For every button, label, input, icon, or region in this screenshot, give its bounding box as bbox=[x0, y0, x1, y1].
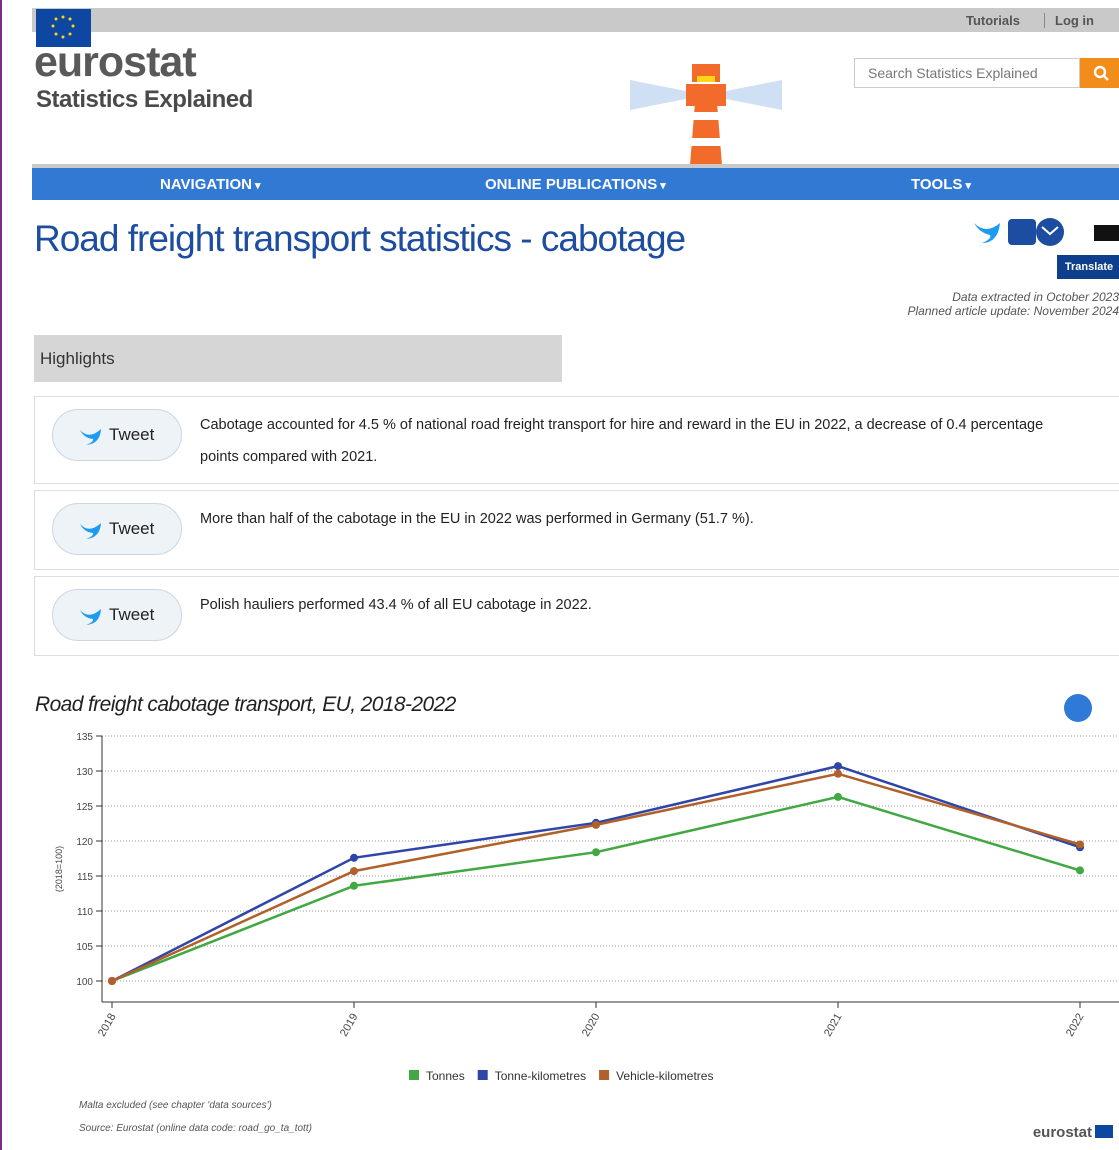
chart-note: Source: Eurostat (online data code: road… bbox=[79, 1123, 312, 1134]
y-tick-label: 130 bbox=[76, 767, 93, 778]
y-tick-label: 105 bbox=[76, 942, 93, 953]
search-input[interactable]: Search Statistics Explained bbox=[854, 58, 1080, 88]
tutorials-link[interactable]: Tutorials bbox=[966, 13, 1020, 28]
x-tick-label: 2018 bbox=[96, 1012, 119, 1039]
meta: Data extracted in October 2023 Planned ar… bbox=[908, 290, 1119, 318]
series-line bbox=[111, 764, 1081, 983]
data-point bbox=[1076, 840, 1084, 849]
article-title: Road freight transport statistics - cabo… bbox=[34, 218, 686, 259]
login-link[interactable]: Log in bbox=[1044, 13, 1094, 28]
chart-footer-logo: eurostat bbox=[1033, 1124, 1092, 1141]
nav-item[interactable]: ONLINE PUBLICATIONS bbox=[485, 176, 666, 193]
highlight-text: More than half of the cabotage in the EU… bbox=[200, 511, 754, 527]
chart-title: Road freight cabotage transport, EU, 201… bbox=[35, 693, 457, 716]
top-bar bbox=[32, 8, 1119, 32]
data-point bbox=[592, 820, 600, 829]
legend-label: Vehicle-kilometres bbox=[616, 1069, 713, 1083]
logo: eurostat bbox=[34, 38, 197, 86]
meta-line: Data extracted in October 2023 bbox=[952, 290, 1119, 304]
series-line bbox=[111, 772, 1081, 983]
tweet-label: Tweet bbox=[109, 425, 155, 444]
legend-swatch bbox=[409, 1070, 419, 1080]
legend-swatch bbox=[477, 1070, 488, 1080]
highlight: Tweet Cabotage accounted for 4.5 % of nat… bbox=[34, 396, 1119, 484]
tweet-label: Tweet bbox=[109, 605, 155, 624]
tweet-button[interactable]: Tweet bbox=[52, 503, 182, 555]
data-point bbox=[592, 848, 600, 857]
y-axis-label: (2018=100) bbox=[54, 846, 64, 892]
chart-footer-flag bbox=[1095, 1125, 1113, 1138]
tweet-button[interactable]: Tweet bbox=[52, 409, 182, 461]
translate-button[interactable]: Translate bbox=[1057, 255, 1119, 279]
tweet-label: Tweet bbox=[109, 519, 155, 538]
data-point bbox=[834, 762, 842, 771]
data-point bbox=[350, 867, 358, 876]
x-tick-label: 2022 bbox=[1064, 1012, 1087, 1039]
data-point bbox=[834, 769, 842, 778]
data-point bbox=[1076, 866, 1084, 875]
nav-item[interactable]: TOOLS bbox=[911, 176, 971, 193]
highlight: Tweet Polish hauliers performed 43.4 % of… bbox=[34, 576, 1119, 656]
legend-swatch bbox=[599, 1070, 610, 1080]
search-button[interactable] bbox=[1080, 58, 1119, 88]
embed-icon[interactable] bbox=[1064, 694, 1092, 722]
x-tick-label: 2021 bbox=[822, 1012, 845, 1039]
y-tick-label: 135 bbox=[76, 732, 93, 743]
data-point bbox=[108, 977, 116, 985]
eu-flag bbox=[36, 9, 91, 47]
data-point bbox=[350, 853, 358, 862]
nav-item[interactable]: NAVIGATION bbox=[160, 176, 261, 193]
data-point bbox=[834, 792, 842, 801]
y-tick-label: 100 bbox=[76, 977, 93, 988]
highlight-text: Polish hauliers performed 43.4 % of all … bbox=[200, 597, 592, 613]
legend-label: Tonne-kilometres bbox=[495, 1069, 586, 1083]
chart: Road freight cabotage transport, EU, 201… bbox=[35, 693, 1119, 1141]
lighthouse bbox=[630, 64, 782, 165]
legend-label: Tonnes bbox=[426, 1069, 465, 1083]
data-point bbox=[350, 881, 358, 890]
chart-note: Malta excluded (see chapter 'data source… bbox=[79, 1100, 272, 1111]
highlights-heading: Highlights bbox=[34, 335, 562, 382]
x-tick-label: 2019 bbox=[338, 1012, 361, 1039]
y-tick-label: 110 bbox=[77, 907, 93, 918]
x-tick-label: 2020 bbox=[580, 1012, 603, 1039]
tweet-button[interactable]: Tweet bbox=[52, 589, 182, 641]
site-subtitle: Statistics Explained bbox=[36, 86, 253, 113]
highlight-text: Cabotage accounted for 4.5 % of national… bbox=[200, 417, 1044, 465]
meta-line: Planned article update: November 2024 bbox=[907, 304, 1119, 318]
divider bbox=[32, 164, 1119, 168]
y-tick-label: 125 bbox=[76, 802, 93, 813]
y-tick-label: 115 bbox=[77, 872, 93, 883]
y-tick-label: 120 bbox=[76, 837, 93, 848]
share-icons[interactable] bbox=[972, 215, 1119, 249]
highlight: Tweet More than half of the cabotage in t… bbox=[34, 490, 1119, 570]
